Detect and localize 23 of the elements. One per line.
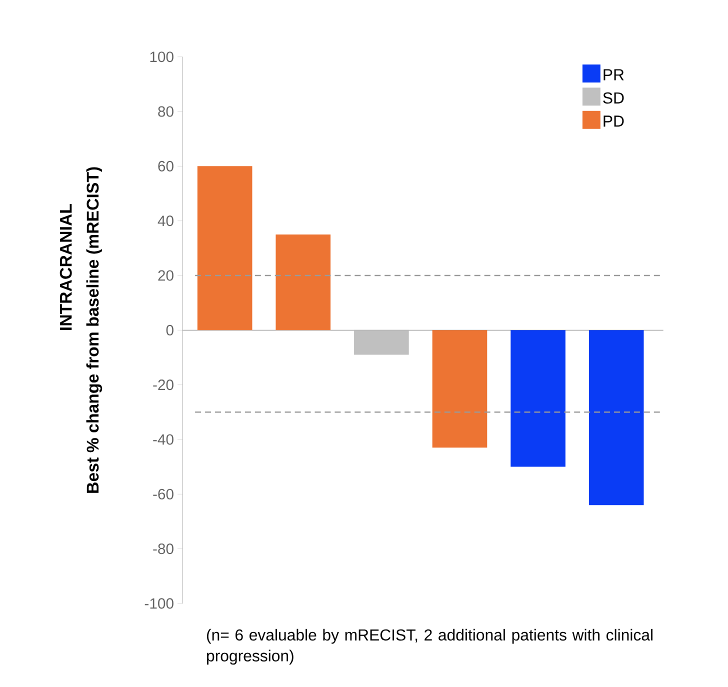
legend-label: PR <box>604 69 624 80</box>
text: INTRACRANIAL <box>60 204 72 330</box>
text: (n= 6 evaluable by mRECIST, 2 additional patients with clinical progression) <box>206 628 652 664</box>
y-tick-label: 100 <box>150 51 174 62</box>
y-tick-label: 80 <box>158 106 174 117</box>
y-tick-label: -40 <box>153 434 174 445</box>
y-tick-label: 60 <box>158 160 174 172</box>
bar <box>588 330 644 505</box>
y-tick-label: 20 <box>158 270 174 281</box>
legend-label: SD <box>603 92 624 104</box>
bar <box>276 234 331 330</box>
legend-label: PD <box>604 116 624 126</box>
bar <box>354 330 409 355</box>
y-tick-label: -20 <box>153 379 174 390</box>
bar <box>510 330 566 467</box>
y-tick-label: 40 <box>158 215 174 226</box>
y-tick-label: -60 <box>153 488 174 500</box>
y-axis-title: Best % change from baseline (mRECIST) <box>86 167 102 493</box>
y-tick-label: 0 <box>166 324 174 336</box>
y-tick-label: -100 <box>144 598 174 609</box>
bar <box>197 166 252 330</box>
y-tick-label: -80 <box>153 543 174 554</box>
bar <box>432 330 488 448</box>
